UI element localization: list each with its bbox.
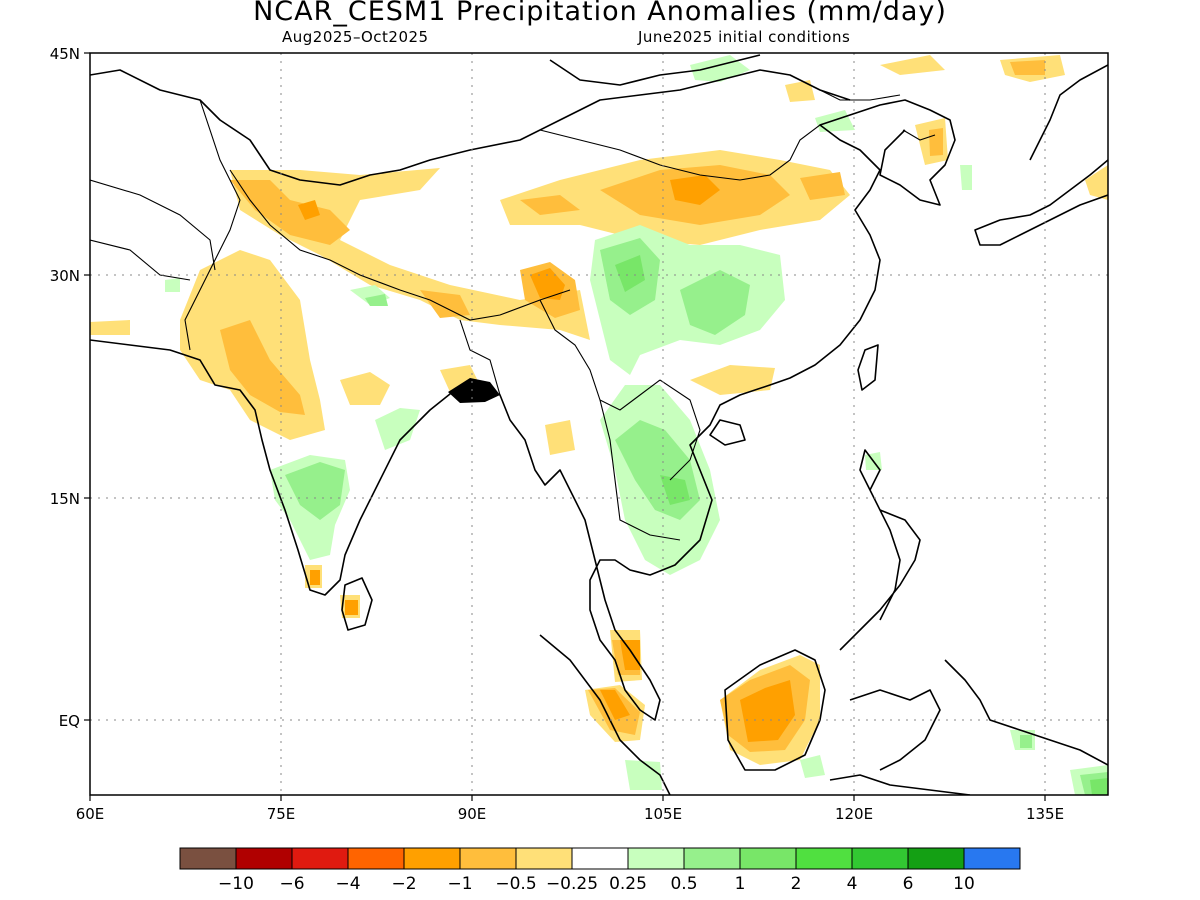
- map-title: NCAR_CESM1 Precipitation Anomalies (mm/d…: [253, 0, 947, 27]
- gridlines: [90, 53, 1108, 795]
- initial-conditions: June2025 initial conditions: [638, 28, 851, 46]
- colorbar-label-1: −6: [279, 874, 304, 894]
- colorbar-label-11: 4: [847, 874, 858, 894]
- colorbar-label-10: 2: [791, 874, 802, 894]
- colorbar-box-4: [403, 847, 461, 870]
- anomaly-shading: [90, 55, 1108, 795]
- lon-label-60e: 60E: [76, 805, 105, 823]
- mongolia-dry-area: [785, 80, 815, 102]
- sumatra-wet-area: [625, 760, 662, 790]
- colorbar-box-5: [459, 847, 517, 870]
- colorbar-label-2: −4: [335, 874, 360, 894]
- colorbar-box-8: [627, 847, 685, 870]
- bangladesh-delta: [448, 378, 500, 403]
- central-india-dry-area: [340, 372, 390, 405]
- burma-dry-area: [545, 420, 575, 455]
- east-india-wet-area: [375, 408, 420, 450]
- colorbar-label-7: 0.25: [609, 874, 647, 894]
- lon-label-90e: 90E: [458, 805, 487, 823]
- colorbar-label-4: −1: [447, 874, 472, 894]
- colorbar-box-11: [795, 847, 853, 870]
- colorbar-label-9: 1: [735, 874, 746, 894]
- colorbar-box-12: [851, 847, 909, 870]
- northeast-china-dry-area: [880, 55, 945, 75]
- colorbar-label-13: 10: [953, 874, 975, 894]
- colorbar-box-10: [739, 847, 797, 870]
- south-china-dry-area: [690, 365, 775, 395]
- lat-label-45n: 45N: [50, 45, 80, 63]
- colorbar-box-1: [235, 847, 293, 870]
- lon-label-135e: 135E: [1026, 805, 1064, 823]
- colorbar-label-0: −10: [218, 874, 254, 894]
- colorbar-box-3: [347, 847, 405, 870]
- japan-south-dry-area: [1085, 165, 1108, 200]
- colorbar-label-3: −2: [391, 874, 416, 894]
- ticks: [84, 52, 1046, 801]
- nw-wet-area: [165, 278, 180, 292]
- colorbar-box-9: [683, 847, 741, 870]
- pakistan-dry-area: [90, 320, 130, 335]
- mongolia-wet-area: [815, 110, 855, 132]
- colorbar-label-5: −0.5: [495, 874, 536, 894]
- forecast-period: Aug2025–Oct2025: [282, 28, 429, 46]
- colorbar-box-6: [515, 847, 573, 870]
- lat-label-eq: EQ: [59, 712, 80, 730]
- plot-frame: [89, 52, 1109, 796]
- colorbar-box-7: [571, 847, 629, 870]
- lat-label-15n: 15N: [50, 490, 80, 508]
- colorbar-box-2: [291, 847, 349, 870]
- lat-label-30n: 30N: [50, 267, 80, 285]
- colorbar-label-8: 0.5: [670, 874, 697, 894]
- lon-label-75e: 75E: [267, 805, 296, 823]
- borders: [90, 89, 936, 541]
- colorbar-box-13: [907, 847, 965, 870]
- lon-label-105e: 105E: [644, 805, 682, 823]
- colorbar-box-0: [179, 847, 237, 870]
- borneo-wet-area: [800, 755, 825, 778]
- colorbar-label-6: −0.25: [546, 874, 598, 894]
- colorbar: −10 −6 −4 −2 −1 −0.5 −0.25 0.25 0.5 1 2 4 6 10: [179, 847, 1021, 894]
- colorbar-label-12: 6: [903, 874, 914, 894]
- coastlines: [90, 54, 1108, 795]
- colorbar-box-14: [963, 847, 1021, 870]
- lon-label-120e: 120E: [835, 805, 873, 823]
- japan-wet-area: [960, 165, 972, 190]
